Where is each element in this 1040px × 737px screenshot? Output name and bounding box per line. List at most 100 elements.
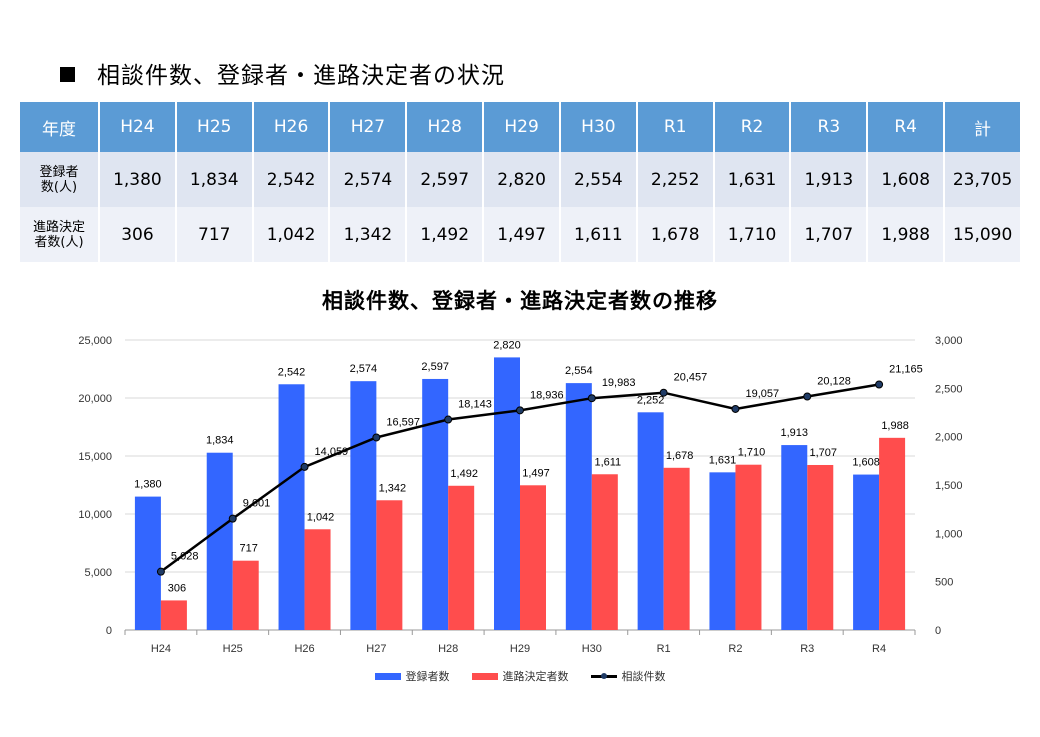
line-point — [875, 380, 884, 389]
legend-label: 登録者数 — [405, 670, 450, 683]
table-cell: 1,678 — [637, 207, 713, 262]
col-header: 計 — [945, 102, 1020, 152]
stats-table: 年度 H24 H25 H26 H27 H28 H29 H30 R1 R2 R3 … — [18, 102, 1022, 262]
y-left-tick-label: 0 — [106, 625, 112, 637]
col-header: H24 — [100, 102, 175, 152]
bar-registrants — [637, 412, 664, 630]
table-cell: 2,820 — [484, 152, 559, 207]
col-header: R2 — [714, 102, 790, 152]
y-left-tick-label: 20,000 — [78, 393, 112, 405]
data-label-placements: 1,042 — [307, 511, 335, 523]
data-label-placements: 1,710 — [738, 447, 766, 459]
legend-label: 進路決定者数 — [502, 670, 569, 683]
bar-placements — [735, 464, 762, 630]
legend-item: 相談件数 — [590, 668, 666, 684]
x-tick-label: R4 — [872, 643, 886, 655]
page-title: 相談件数、登録者・進路決定者の状況 — [60, 56, 505, 90]
data-label-registrants: 1,631 — [709, 454, 737, 466]
y-left-tick-label: 15,000 — [78, 451, 112, 463]
data-label-placements: 1,707 — [810, 447, 838, 459]
bar-registrants — [278, 384, 305, 630]
data-label-consultations: 9,601 — [243, 498, 271, 510]
bar-registrants — [134, 496, 161, 630]
table-cell: 1,913 — [791, 152, 867, 207]
y-left-tick-label: 25,000 — [78, 335, 112, 347]
table-cell: 1,380 — [100, 152, 175, 207]
line-point — [731, 404, 740, 413]
legend-line-marker-icon — [590, 672, 617, 679]
data-label-registrants: 2,597 — [421, 361, 449, 373]
bar-registrants — [206, 452, 233, 630]
table-cell: 1,707 — [791, 207, 867, 262]
row-label: 進路決定 者数(人) — [20, 207, 98, 262]
x-tick-label: R1 — [657, 643, 671, 655]
table-cell: 2,574 — [330, 152, 406, 207]
table-cell: 23,705 — [945, 152, 1020, 207]
data-label-consultations: 5,028 — [171, 551, 199, 563]
table-cell: 2,542 — [253, 152, 329, 207]
line-point — [587, 394, 596, 403]
row-label: 登録者 数(人) — [20, 152, 98, 207]
table-cell: 1,631 — [714, 152, 790, 207]
legend-item: 登録者数 — [374, 668, 450, 684]
data-label-placements: 1,497 — [522, 467, 550, 479]
data-label-consultations: 18,936 — [530, 389, 564, 401]
bar-registrants — [853, 474, 880, 630]
legend-label: 相談件数 — [621, 670, 666, 683]
table-cell: 1,988 — [868, 207, 944, 262]
col-header: R3 — [791, 102, 867, 152]
table-cell: 1,834 — [176, 152, 252, 207]
col-header: R1 — [637, 102, 713, 152]
data-label-placements: 717 — [240, 543, 258, 555]
table-cell: 1,342 — [330, 207, 406, 262]
data-label-registrants: 2,542 — [278, 366, 306, 378]
bar-registrants — [709, 472, 736, 630]
data-label-placements: 1,988 — [881, 420, 909, 432]
bar-placements — [663, 467, 690, 630]
data-label-placements: 306 — [168, 582, 186, 594]
data-label-registrants: 1,380 — [134, 479, 162, 491]
col-header: H28 — [407, 102, 483, 152]
x-tick-label: H30 — [582, 643, 602, 655]
chart-legend: 登録者数 進路決定者数 相談件数 — [0, 668, 1040, 684]
y-right-tick-label: 0 — [935, 625, 941, 637]
data-label-consultations: 18,143 — [458, 399, 492, 411]
data-label-consultations: 16,597 — [386, 416, 420, 428]
data-label-consultations: 19,983 — [602, 377, 636, 389]
bar-placements — [520, 485, 546, 630]
col-header: H25 — [176, 102, 252, 152]
bar-placements — [304, 529, 331, 630]
y-left-tick-label: 10,000 — [78, 509, 112, 521]
table-cell: 1,042 — [253, 207, 329, 262]
y-left-tick-label: 5,000 — [84, 567, 112, 579]
bar-placements — [591, 474, 618, 630]
line-point — [516, 406, 524, 415]
table-cell: 1,611 — [560, 207, 636, 262]
bar-placements — [448, 485, 475, 630]
y-right-tick-label: 2,500 — [935, 383, 963, 395]
bar-placements — [376, 500, 403, 630]
y-right-tick-label: 3,000 — [935, 335, 963, 347]
col-header: 年度 — [20, 102, 98, 152]
bar-registrants — [494, 357, 520, 630]
table-cell: 2,554 — [560, 152, 636, 207]
x-tick-label: R3 — [800, 643, 814, 655]
data-label-placements: 1,492 — [450, 468, 478, 480]
y-right-tick-label: 500 — [935, 577, 953, 589]
y-right-tick-label: 2,000 — [935, 432, 963, 444]
line-point — [300, 462, 309, 471]
page-title-text: 相談件数、登録者・進路決定者の状況 — [97, 63, 505, 89]
data-label-registrants: 1,608 — [852, 457, 880, 469]
bar-registrants — [422, 378, 449, 630]
line-point — [659, 388, 668, 397]
table-cell: 2,597 — [407, 152, 483, 207]
table-header-row: 年度 H24 H25 H26 H27 H28 H29 H30 R1 R2 R3 … — [20, 102, 1020, 152]
data-label-registrants: 2,820 — [493, 339, 521, 351]
col-header: R4 — [868, 102, 944, 152]
y-right-tick-label: 1,000 — [935, 528, 963, 540]
data-label-registrants: 1,834 — [206, 435, 234, 447]
data-label-consultations: 20,128 — [817, 376, 851, 388]
square-bullet-icon — [60, 67, 75, 82]
data-label-placements: 1,342 — [379, 482, 407, 494]
table-cell: 1,497 — [484, 207, 559, 262]
